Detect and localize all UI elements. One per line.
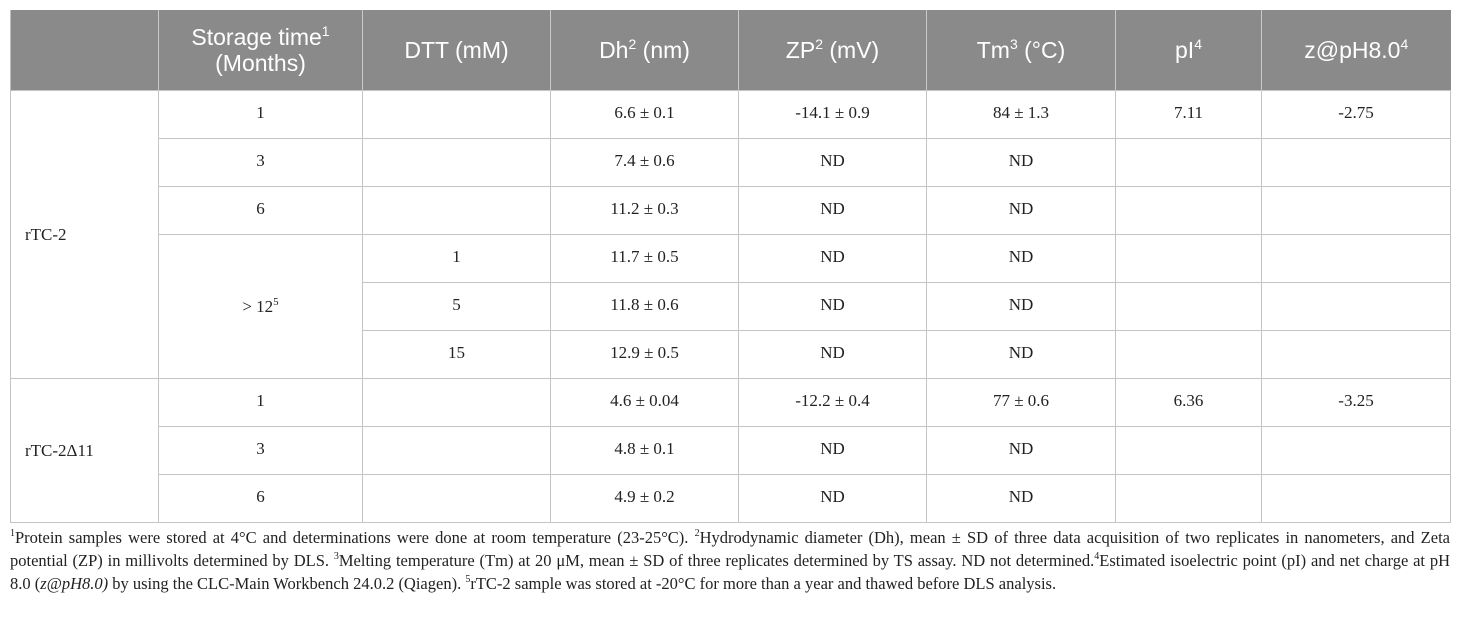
- cell-zp: ND: [738, 474, 927, 523]
- table-row: 6 11.2 ± 0.3 ND ND: [11, 186, 1451, 235]
- cell-pi: 6.36: [1115, 378, 1262, 427]
- cell-tm: ND: [926, 234, 1116, 283]
- table-row: rTC-2 1 6.6 ± 0.1 -14.1 ± 0.9 84 ± 1.3 7…: [10, 90, 1451, 379]
- cell-z: [1261, 282, 1451, 331]
- cell-time: 1: [158, 378, 363, 427]
- cell-pi: [1115, 426, 1262, 475]
- cell-z: [1261, 186, 1451, 235]
- table-row: 5 11.8 ± 0.6 ND ND: [11, 282, 1451, 331]
- cell-dh: 6.6 ± 0.1: [550, 90, 739, 139]
- cell-z: [1261, 474, 1451, 523]
- cell-zp: -14.1 ± 0.9: [738, 90, 927, 139]
- header-dh: Dh2 (nm): [550, 10, 739, 91]
- cell-z: [1261, 138, 1451, 187]
- cell-zp: ND: [738, 234, 927, 283]
- table-row: 3 4.8 ± 0.1 ND ND: [11, 426, 1451, 475]
- cell-z: -2.75: [1261, 90, 1451, 139]
- cell-dh: 11.8 ± 0.6: [550, 282, 739, 331]
- table-footnotes: 1Protein samples were stored at 4°C and …: [10, 528, 1451, 593]
- cell-z: -3.25: [1261, 378, 1451, 427]
- cell-dh: 4.8 ± 0.1: [550, 426, 739, 475]
- cell-dtt: [362, 474, 551, 523]
- cell-zp: ND: [738, 426, 927, 475]
- cell-dtt: [362, 90, 551, 139]
- header-tm: Tm3 (°C): [926, 10, 1116, 91]
- cell-zp: ND: [738, 186, 927, 235]
- table-row: > 125 1 11.7 ± 0.5 ND ND: [11, 234, 1451, 379]
- cell-z: [1261, 426, 1451, 475]
- sample-rtc2: rTC-2: [10, 90, 159, 379]
- cell-dtt: [362, 186, 551, 235]
- cell-dtt: [362, 138, 551, 187]
- header-pi: pI4: [1115, 10, 1262, 91]
- table-row: rTC-2Δ11 1 4.6 ± 0.04 -12.2 ± 0.4 77 ± 0…: [10, 378, 1451, 523]
- cell-dh: 7.4 ± 0.6: [550, 138, 739, 187]
- header-dtt: DTT (mM): [362, 10, 551, 91]
- cell-dh: 4.9 ± 0.2: [550, 474, 739, 523]
- footnote-3: Melting temperature (Tm) at 20 μM, mean …: [338, 551, 1095, 570]
- cell-dh: 11.2 ± 0.3: [550, 186, 739, 235]
- header-z: z@pH8.04: [1261, 10, 1451, 91]
- storage-stability-table: Storage time1 (Months) DTT (mM) Dh2 (nm)…: [10, 10, 1451, 523]
- cell-tm: ND: [926, 330, 1116, 379]
- cell-pi: 7.11: [1115, 90, 1262, 139]
- header-zp: ZP2 (mV): [738, 10, 927, 91]
- footnote-1: Protein samples were stored at 4°C and d…: [15, 528, 695, 547]
- cell-zp: ND: [738, 138, 927, 187]
- footnote-2: Hydrodynamic diameter (Dh), mean ± SD of…: [10, 528, 1450, 570]
- cell-tm: ND: [926, 474, 1116, 523]
- cell-time-gt12: > 125: [158, 234, 363, 379]
- cell-time: 6: [158, 474, 363, 523]
- footnote-5: rTC-2 sample was stored at -20°C for mor…: [470, 574, 1057, 593]
- table-row: 3 7.4 ± 0.6 ND ND: [11, 138, 1451, 187]
- cell-z: [1261, 330, 1451, 379]
- cell-tm: ND: [926, 426, 1116, 475]
- cell-pi: [1115, 234, 1262, 283]
- table-container: Storage time1 (Months) DTT (mM) Dh2 (nm)…: [10, 10, 1451, 523]
- sample-rtc2d11: rTC-2Δ11: [10, 378, 159, 523]
- cell-pi: [1115, 474, 1262, 523]
- cell-dh: 11.7 ± 0.5: [550, 234, 739, 283]
- footnote-4-italic: z@pH8.0): [40, 574, 109, 593]
- cell-tm: 77 ± 0.6: [926, 378, 1116, 427]
- cell-dtt: 5: [362, 282, 551, 331]
- cell-pi: [1115, 186, 1262, 235]
- cell-tm: ND: [926, 138, 1116, 187]
- cell-tm: 84 ± 1.3: [926, 90, 1116, 139]
- cell-zp: ND: [738, 330, 927, 379]
- cell-dtt: 15: [362, 330, 551, 379]
- cell-zp: -12.2 ± 0.4: [738, 378, 927, 427]
- cell-pi: [1115, 330, 1262, 379]
- cell-pi: [1115, 282, 1262, 331]
- cell-time: 1: [158, 90, 363, 139]
- header-storage-time: Storage time1 (Months): [158, 10, 363, 91]
- cell-tm: ND: [926, 186, 1116, 235]
- cell-dtt: [362, 426, 551, 475]
- cell-tm: ND: [926, 282, 1116, 331]
- cell-z: [1261, 234, 1451, 283]
- table-row: 15 12.9 ± 0.5 ND ND: [11, 330, 1451, 379]
- cell-dtt: 1: [362, 234, 551, 283]
- cell-dh: 12.9 ± 0.5: [550, 330, 739, 379]
- header-sample: [10, 10, 159, 91]
- table-row: 6 4.9 ± 0.2 ND ND: [11, 474, 1451, 523]
- cell-time: 3: [158, 426, 363, 475]
- cell-pi: [1115, 138, 1262, 187]
- footnote-4-end: by using the CLC-Main Workbench 24.0.2 (…: [108, 574, 466, 593]
- cell-zp: ND: [738, 282, 927, 331]
- footnote-4: Estimated isoelectric point (pI) and net…: [10, 551, 1451, 593]
- cell-time: 6: [158, 186, 363, 235]
- cell-dtt: [362, 378, 551, 427]
- header-row: Storage time1 (Months) DTT (mM) Dh2 (nm)…: [10, 10, 1451, 91]
- cell-dh: 4.6 ± 0.04: [550, 378, 739, 427]
- cell-time: 3: [158, 138, 363, 187]
